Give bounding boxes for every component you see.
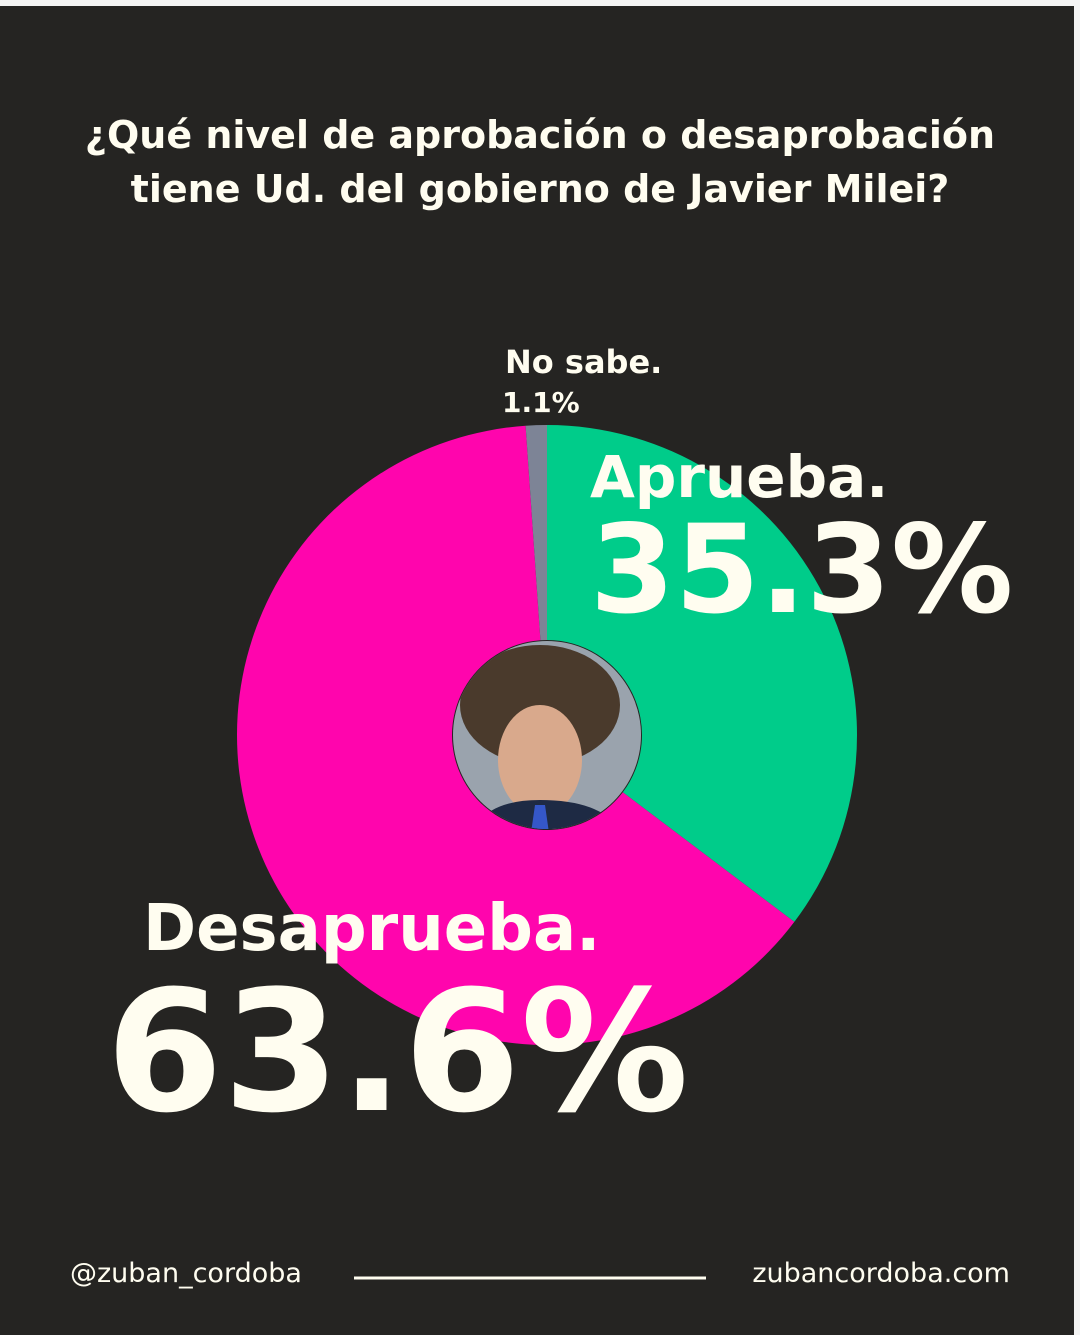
donut [237,425,857,1045]
category-label: No sabe. [505,343,662,381]
slice [237,425,795,1045]
value-label: 1.1% [502,386,580,419]
website: zubancordoba.com [752,1258,1010,1289]
category-label: Aprueba. [590,443,888,511]
chart-title: ¿Qué nivel de aprobación o desaprobación… [84,113,996,211]
slice [525,425,547,641]
portrait [453,641,641,829]
value-label: 35.3% [590,499,1013,641]
category-label: Desaprueba. [143,892,600,966]
handle: @zuban_cordoba [70,1258,302,1289]
value-label: 63.6% [106,954,689,1150]
slice [547,425,857,922]
